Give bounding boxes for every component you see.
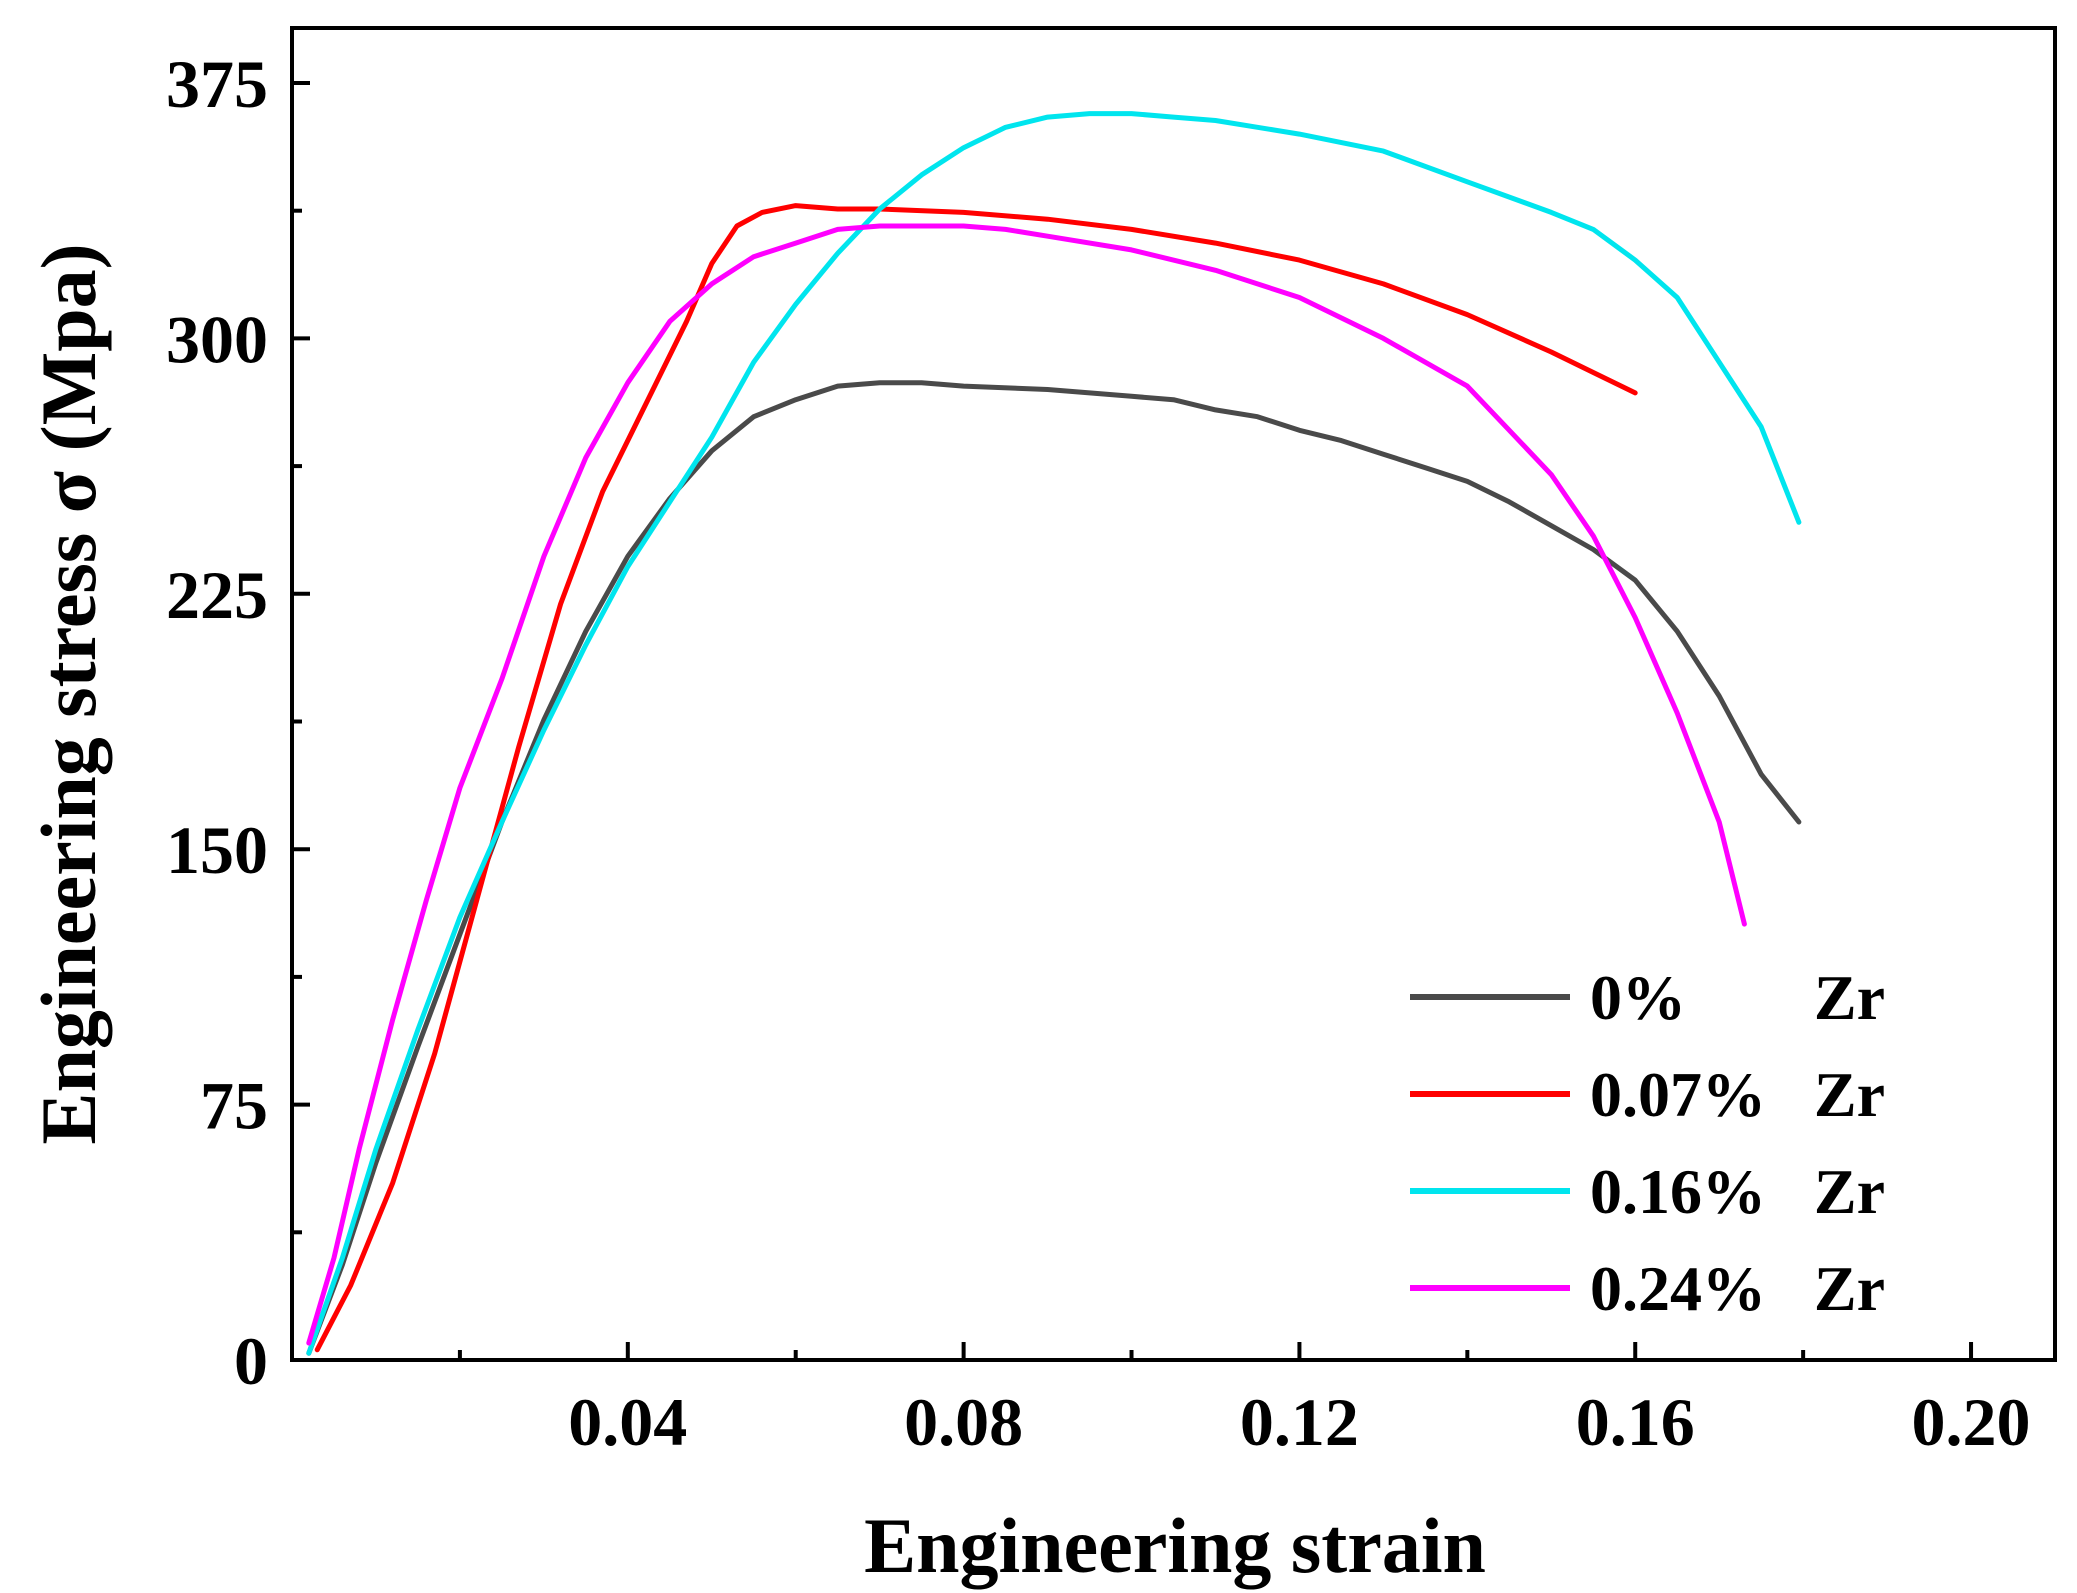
axis-ticks — [292, 81, 1974, 1362]
x-tick-label: 0.04 — [568, 1384, 687, 1460]
x-axis-title: Engineering strain — [864, 1502, 1486, 1589]
x-tick-label: 0.12 — [1240, 1384, 1359, 1460]
legend: 0% Zr 0.07% Zr 0.16% Zr 0.24% Zr — [1410, 962, 1885, 1324]
y-tick-label: 225 — [166, 557, 268, 633]
plot-frame — [290, 26, 2057, 1362]
x-tick-label: 0.16 — [1576, 1384, 1695, 1460]
y-tick-label: 75 — [200, 1068, 268, 1144]
x-tick-label: 0.08 — [904, 1384, 1023, 1460]
legend-element-0: Zr — [1814, 962, 1885, 1033]
series-line-0 — [306, 380, 1802, 1356]
x-tick-label: 0.20 — [1912, 1384, 2031, 1460]
legend-label-2: 0.16% — [1590, 1156, 1766, 1227]
legend-label-3: 0.24% — [1590, 1253, 1766, 1324]
legend-label-0: 0% — [1590, 962, 1686, 1033]
tick-labels: 0.04 0.08 0.12 0.16 0.20 0 75 150 225 300 375 — [166, 46, 2031, 1460]
series-layer — [306, 111, 1802, 1356]
series-line-3 — [306, 223, 1747, 1346]
series-line-1 — [314, 203, 1638, 1353]
legend-element-2: Zr — [1814, 1156, 1885, 1227]
y-tick-label: 150 — [166, 812, 268, 888]
y-tick-label: 375 — [166, 46, 268, 122]
legend-element-3: Zr — [1814, 1253, 1885, 1324]
y-tick-label: 0 — [234, 1323, 268, 1399]
legend-element-1: Zr — [1814, 1059, 1885, 1130]
y-axis-title: Engineering stress σ (Mpa) — [25, 243, 112, 1144]
y-tick-label: 300 — [166, 301, 268, 377]
legend-label-1: 0.07% — [1590, 1059, 1766, 1130]
series-line-2 — [306, 111, 1802, 1356]
